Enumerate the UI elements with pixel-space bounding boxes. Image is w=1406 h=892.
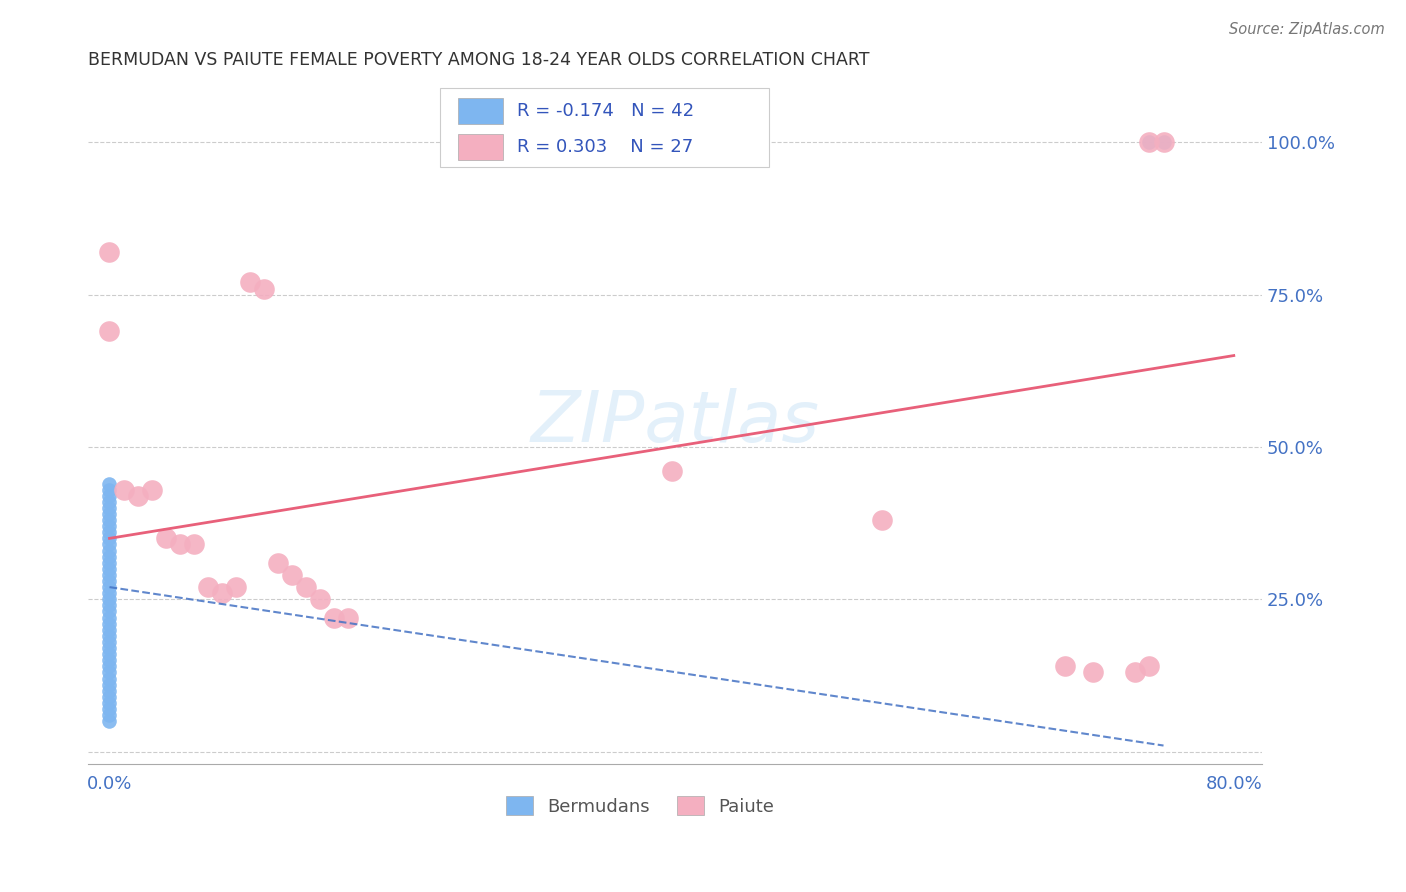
Point (1153, 136, 1175, 150)
Point (98, 659, 121, 673)
Point (98, 708, 121, 723)
Text: R = -0.174   N = 42: R = -0.174 N = 42 (517, 102, 693, 120)
FancyBboxPatch shape (458, 98, 503, 124)
Point (98, 623, 121, 637)
Point (98, 500, 121, 515)
Point (98, 549, 121, 564)
Point (98, 513, 121, 527)
Point (98, 568, 121, 582)
Point (98, 610, 121, 624)
Point (197, 580, 219, 594)
Point (281, 568, 304, 582)
Point (98, 324, 121, 338)
Point (1139, 659, 1161, 673)
Point (98, 665, 121, 680)
Point (872, 513, 894, 527)
Point (98, 562, 121, 576)
Point (98, 495, 121, 509)
Point (98, 599, 121, 613)
Point (309, 592, 332, 607)
Text: BERMUDAN VS PAIUTE FEMALE POVERTY AMONG 18-24 YEAR OLDS CORRELATION CHART: BERMUDAN VS PAIUTE FEMALE POVERTY AMONG … (89, 51, 870, 69)
Point (98, 586, 121, 600)
Point (98, 532, 121, 546)
Point (1139, 136, 1161, 150)
Point (98, 696, 121, 710)
Point (1054, 659, 1077, 673)
Point (211, 586, 233, 600)
Legend: Bermudans, Paiute: Bermudans, Paiute (498, 789, 782, 823)
Point (267, 556, 290, 570)
Point (98, 635, 121, 649)
FancyBboxPatch shape (440, 88, 769, 167)
Point (1125, 665, 1147, 680)
Point (98, 714, 121, 728)
Point (98, 605, 121, 619)
Point (295, 580, 318, 594)
Point (98, 574, 121, 588)
Point (98, 580, 121, 594)
Text: R = 0.303    N = 27: R = 0.303 N = 27 (517, 138, 693, 156)
Point (98, 653, 121, 667)
FancyBboxPatch shape (458, 134, 503, 160)
Point (98, 507, 121, 521)
Point (1083, 665, 1105, 680)
Point (127, 489, 149, 503)
Point (141, 483, 163, 497)
Point (98, 519, 121, 533)
Point (98, 702, 121, 716)
Point (98, 629, 121, 643)
Text: ZIPatlas: ZIPatlas (530, 388, 820, 457)
Point (98, 647, 121, 661)
Point (1139, 136, 1161, 150)
Point (98, 244, 121, 259)
Point (98, 537, 121, 551)
Point (337, 610, 360, 624)
Point (98, 489, 121, 503)
Point (98, 683, 121, 698)
Point (253, 281, 276, 295)
Point (98, 476, 121, 491)
Point (98, 672, 121, 686)
Text: Source: ZipAtlas.com: Source: ZipAtlas.com (1229, 22, 1385, 37)
Point (98, 616, 121, 631)
Point (98, 556, 121, 570)
Point (169, 537, 191, 551)
Point (1153, 136, 1175, 150)
Point (112, 483, 135, 497)
Point (98, 690, 121, 704)
Point (98, 543, 121, 558)
Point (98, 483, 121, 497)
Point (239, 276, 262, 290)
Point (98, 592, 121, 607)
Point (98, 677, 121, 691)
Point (98, 641, 121, 656)
Point (661, 464, 683, 478)
Point (98, 525, 121, 540)
Point (225, 580, 247, 594)
Point (183, 537, 205, 551)
Point (323, 610, 346, 624)
Point (155, 532, 177, 546)
